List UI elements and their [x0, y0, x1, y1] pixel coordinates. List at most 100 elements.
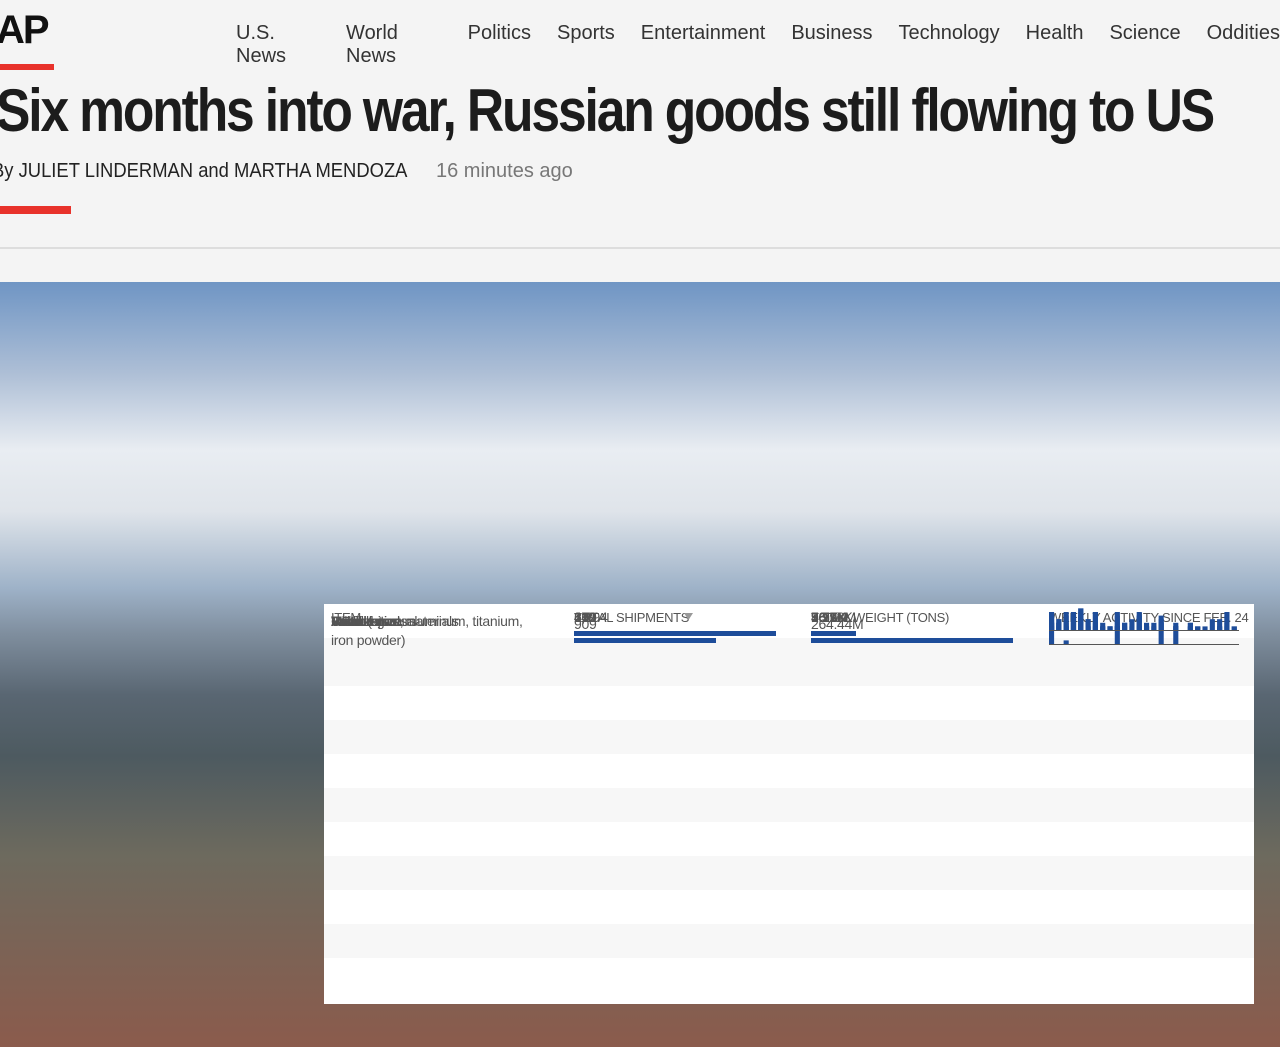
shipments-value: 909 [574, 616, 597, 632]
column-header[interactable]: TOTAL WEIGHT (TONS) [811, 610, 950, 625]
weekly-bar [1100, 622, 1106, 630]
weight-value: 3.19M [811, 609, 849, 625]
weekly-bar [1231, 626, 1237, 630]
nav: U.S. News World News Politics Sports Enterta… [236, 22, 1280, 68]
weekly-bar [1136, 615, 1142, 630]
item-name: Ammunition [331, 613, 402, 629]
table-row: Miscellaneous 110 4.2K [324, 609, 1254, 822]
accent-bar [0, 206, 71, 214]
nav-link[interactable]: Health [1025, 22, 1084, 44]
item-name: Oil and gas [331, 613, 399, 629]
headline: Six months into war, Russian goods still… [0, 77, 1215, 144]
logo-bar [0, 64, 54, 70]
weekly-bar [1158, 615, 1164, 630]
shipments-value: 179 [574, 609, 597, 625]
weekly-bar [1114, 612, 1120, 630]
shipments-value: 209 [574, 609, 597, 625]
weekly-bar [1063, 615, 1069, 630]
nav-link[interactable]: Sports [556, 22, 615, 44]
nav-link[interactable]: Politics [467, 22, 531, 44]
shipments-bar [574, 638, 716, 643]
item-name: Rubber [331, 613, 376, 629]
shipments-bar [574, 631, 581, 636]
table-row: Vehicle parts 67 3.71K [324, 609, 1254, 890]
sparkline [1049, 612, 1239, 631]
item-name: Metal (steel, aluminum, titanium, iron p… [331, 613, 523, 648]
table-row: Rubber 179 16.11K [324, 608, 1254, 788]
weight-value: 3.71K [811, 609, 847, 625]
table-row: Fertilizers 102 58.98M [324, 609, 1254, 856]
nav-link[interactable]: World News [346, 22, 398, 67]
nav-link[interactable]: Entertainment [640, 22, 766, 44]
weekly-bar [1100, 626, 1106, 630]
weekly-bar [1070, 612, 1077, 630]
item-name: Vehicle parts [331, 613, 408, 629]
nav-link[interactable]: Technology [898, 22, 1000, 44]
weekly-bar [1049, 612, 1055, 630]
column-header[interactable]: ITEM [331, 610, 361, 625]
weight-value: 4.2K [811, 609, 839, 625]
logo[interactable]: AP [0, 8, 50, 52]
weight-bar [811, 638, 1013, 643]
nav-link[interactable]: Oddities [1206, 22, 1280, 44]
shipments-value: 102 [574, 609, 597, 625]
weekly-bar [1158, 622, 1164, 630]
item-name: Fertilizers [331, 613, 389, 629]
shipments-value: 47 [574, 609, 589, 625]
weekly-bar [1144, 622, 1150, 630]
weight-value: 96.1K [811, 609, 847, 625]
shipments-value: 67 [574, 609, 589, 625]
weekly-bar [1049, 626, 1055, 630]
shipments-value: 1,294 [574, 609, 608, 625]
nav-link[interactable]: Science [1109, 22, 1181, 44]
item-name: Food [331, 613, 362, 629]
table-row: Radioactive materials 47 7.7K [324, 609, 1254, 924]
weight-value: 3.39K [811, 609, 847, 625]
item-name: Radioactive materials [331, 613, 459, 629]
weekly-bar [1202, 626, 1208, 630]
column-header[interactable]: WEEKLY ACTIVITY SINCE FEB. 24 [1049, 610, 1249, 625]
weekly-bar [1195, 626, 1201, 630]
table-row: Food 341 9.97K [324, 609, 1254, 720]
sparkline [1049, 622, 1239, 645]
weekly-bar [1151, 626, 1157, 630]
weight-bar [811, 631, 813, 636]
weekly-bar [1209, 619, 1215, 630]
weight-value: 9.97K [811, 609, 847, 625]
weight-value: 7.7K [811, 609, 839, 625]
weekly-bar [1107, 626, 1113, 630]
weekly-bar [1224, 615, 1230, 630]
weekly-bar [1158, 622, 1164, 644]
item-name: Miscellaneous [331, 613, 416, 629]
weight-value: 16.11K [811, 609, 853, 625]
weekly-bar [1092, 612, 1098, 630]
timestamp: 16 minutes ago [436, 160, 573, 182]
nav-link[interactable]: U.S. News [236, 22, 287, 67]
column-header[interactable]: TOTAL SHIPMENTS [574, 610, 690, 625]
weight-value: 58.98M [811, 609, 856, 625]
nav-link[interactable]: Business [791, 22, 873, 44]
table-row: Ammunition 41 3.39K [324, 609, 1254, 958]
shipments-value: 341 [574, 609, 597, 625]
table-row: Metal (steel, aluminum, titanium, iron p… [324, 613, 1254, 686]
shipments-bar [574, 631, 776, 636]
weekly-bar [1063, 640, 1069, 644]
data-table: ITEM TOTAL SHIPMENTS TOTAL WEIGHT (TONS)… [324, 604, 1254, 1004]
weekly-bar [1056, 622, 1062, 630]
weight-bar [811, 631, 857, 636]
shipments-value: 41 [574, 609, 589, 625]
weekly-bar [1187, 626, 1193, 630]
weekly-bar [1049, 622, 1055, 644]
weekly-bar [1217, 626, 1223, 630]
weekly-bar [1078, 619, 1084, 630]
weekly-bar [1173, 626, 1179, 644]
weight-value: 264.44M [811, 616, 864, 632]
sort-icon[interactable] [684, 613, 693, 621]
weekly-bar [1217, 619, 1223, 630]
weekly-bar [1114, 626, 1120, 644]
weekly-bar [1085, 619, 1091, 630]
item-name: Wood [331, 613, 367, 629]
weekly-bar [1122, 622, 1128, 630]
weekly-bar [1187, 622, 1193, 630]
